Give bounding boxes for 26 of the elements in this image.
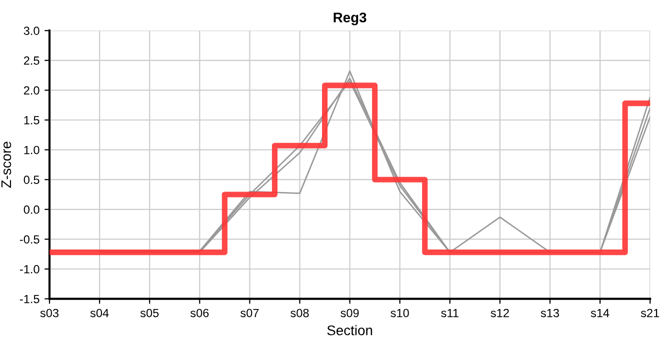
x-tick-label: s10 [390, 308, 409, 318]
y-axis-title: Z-score [1, 142, 12, 188]
x-tick-label: s13 [540, 308, 559, 318]
y-tick-label: 0.0 [24, 205, 40, 214]
chart-title: Reg3 [334, 12, 366, 26]
x-tick-label: s04 [90, 308, 109, 318]
x-axis-title: Section [327, 325, 372, 336]
x-tick-label: s11 [441, 308, 458, 318]
y-tick-label: -1.0 [20, 265, 40, 274]
x-tick-label: s05 [140, 308, 159, 318]
x-tick-label: s21 [640, 308, 660, 318]
x-tick-label: s09 [340, 308, 359, 318]
y-tick-label: 1.0 [24, 146, 40, 154]
x-tick-label: s14 [590, 308, 610, 318]
x-tick-label: s08 [290, 308, 309, 318]
x-tick-label: s12 [490, 308, 509, 318]
x-tick-label: s03 [40, 308, 58, 318]
x-tick-label: s06 [190, 308, 209, 318]
y-tick-label: 1.5 [24, 116, 40, 124]
y-tick-label: -1.5 [20, 294, 40, 304]
x-tick-label: s07 [240, 308, 259, 318]
y-tick-label: 2.5 [24, 56, 40, 65]
y-tick-label: 3.0 [24, 26, 40, 35]
y-tick-label: -0.5 [20, 235, 40, 244]
y-tick-label: 2.0 [24, 86, 40, 95]
y-tick-label: 0.5 [24, 176, 40, 184]
